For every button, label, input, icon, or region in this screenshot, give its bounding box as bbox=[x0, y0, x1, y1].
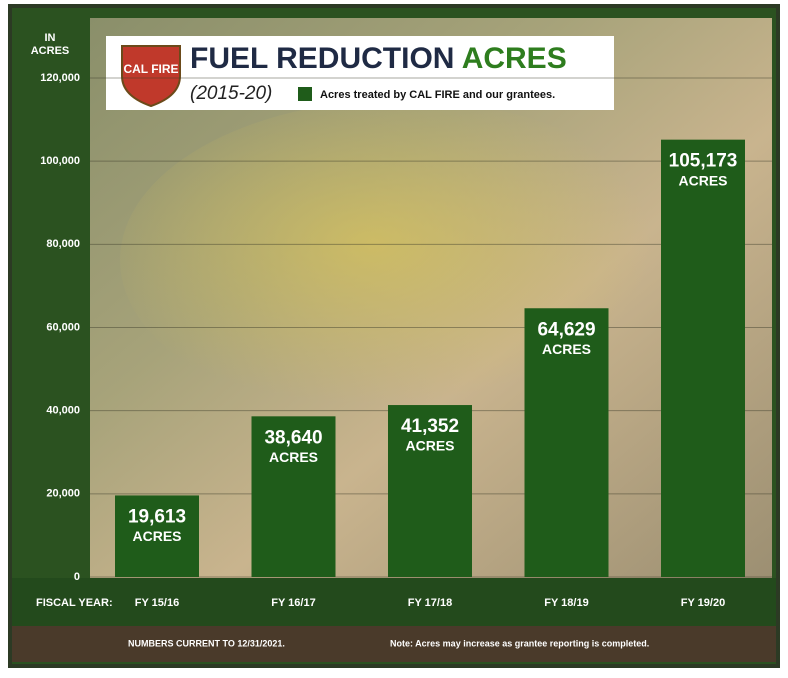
y-tick-label: 80,000 bbox=[46, 238, 80, 250]
x-tick-label: FY 16/17 bbox=[271, 597, 315, 609]
unit-label: ACRES bbox=[542, 341, 591, 357]
y-tick-label: 0 bbox=[74, 571, 80, 583]
bar bbox=[524, 308, 609, 577]
logo: CAL FIRE bbox=[121, 45, 181, 108]
bar bbox=[251, 416, 336, 577]
y-tick-label: 120,000 bbox=[40, 72, 80, 84]
x-band bbox=[12, 578, 776, 626]
value-label: 38,640 bbox=[264, 427, 322, 448]
y-tick-label: 100,000 bbox=[40, 155, 80, 167]
legend-label: Acres treated by CAL FIRE and our grante… bbox=[320, 89, 555, 101]
value-label: 64,629 bbox=[537, 319, 595, 340]
value-label: 41,352 bbox=[401, 416, 459, 437]
title-box bbox=[106, 36, 614, 110]
legend-swatch bbox=[298, 87, 312, 101]
y-tick-label: 40,000 bbox=[46, 405, 80, 417]
bar bbox=[388, 405, 472, 577]
x-tick-label: FY 17/18 bbox=[408, 597, 452, 609]
y-label-box: IN ACRES bbox=[30, 32, 70, 57]
value-label: 19,613 bbox=[128, 506, 186, 527]
x-axis-label: FISCAL YEAR: bbox=[36, 597, 113, 609]
bar bbox=[661, 139, 745, 577]
footer-left: NUMBERS CURRENT TO 12/31/2021. bbox=[128, 638, 285, 648]
footer-band bbox=[12, 626, 776, 662]
unit-label: ACRES bbox=[132, 528, 181, 544]
logo-text: CAL FIRE bbox=[123, 62, 178, 76]
y-axis-label: IN ACRES bbox=[30, 32, 70, 57]
bar bbox=[115, 495, 199, 577]
unit-label: ACRES bbox=[269, 449, 318, 465]
unit-label: ACRES bbox=[678, 172, 727, 188]
value-label: 105,173 bbox=[669, 151, 738, 172]
x-tick-label: FY 19/20 bbox=[681, 597, 725, 609]
x-tick-label: FY 15/16 bbox=[135, 597, 179, 609]
y-tick-label: 60,000 bbox=[46, 321, 80, 333]
chart-title: FUEL REDUCTION ACRES bbox=[190, 42, 567, 75]
subtitle: (2015-20) bbox=[190, 83, 272, 104]
x-tick-label: FY 18/19 bbox=[544, 597, 588, 609]
unit-label: ACRES bbox=[405, 438, 454, 454]
footer-right: Note: Acres may increase as grantee repo… bbox=[390, 638, 649, 648]
y-tick-label: 20,000 bbox=[46, 488, 80, 500]
